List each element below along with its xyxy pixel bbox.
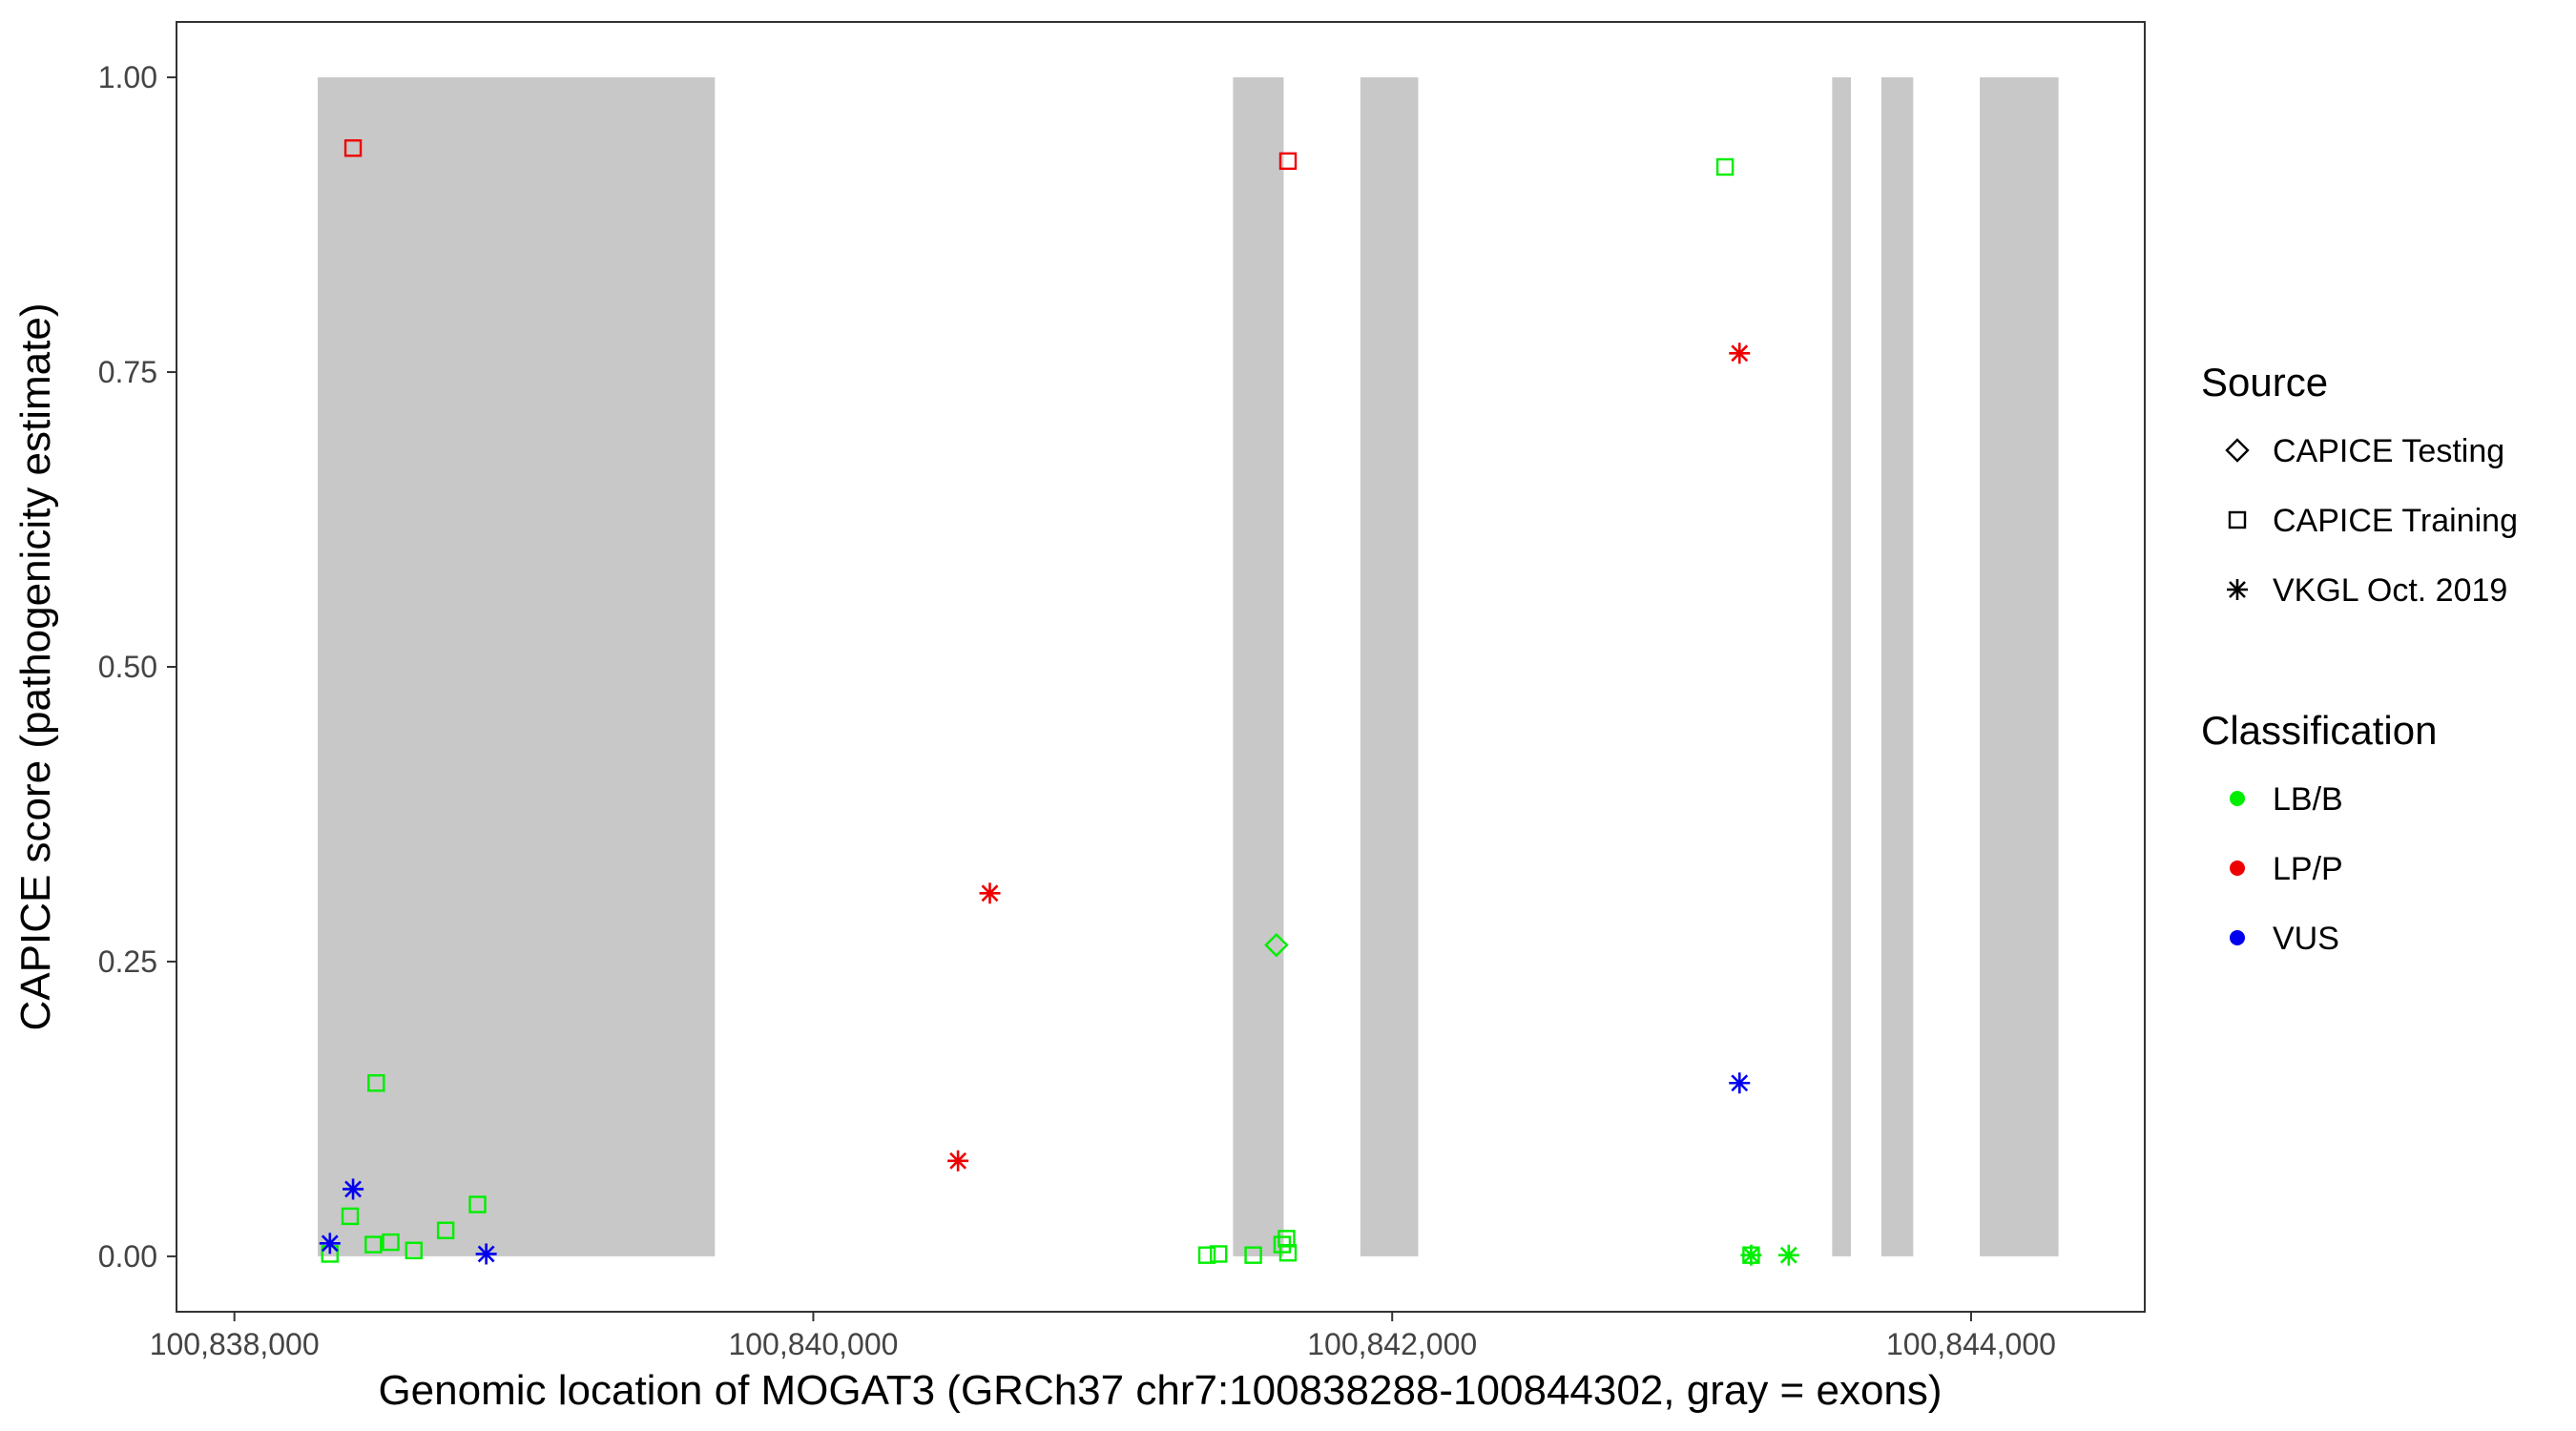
y-tick-label: 1.00 — [98, 60, 157, 94]
legend-source-label-testing: CAPICE Testing — [2273, 433, 2504, 469]
y-tick-label: 0.25 — [98, 944, 157, 979]
data-point — [475, 1243, 497, 1265]
data-point — [1729, 342, 1751, 364]
legend-source-icon — [2227, 579, 2248, 600]
x-axis: 100,838,000 100,840,000 100,842,000 100,844… — [150, 1312, 2056, 1361]
data-point — [319, 1233, 341, 1255]
exon-region — [1980, 77, 2059, 1256]
data-point — [341, 1207, 360, 1226]
data-point — [436, 1221, 455, 1239]
legend-source-label-training: CAPICE Training — [2273, 503, 2518, 539]
data-point — [1197, 1246, 1216, 1264]
legend-class-dot — [2230, 930, 2245, 945]
x-tick-label: 100,842,000 — [1307, 1327, 1477, 1361]
legend-source-label-vkgl: VKGL Oct. 2019 — [2273, 572, 2507, 609]
legend-class-label-vus: VUS — [2273, 921, 2339, 957]
legend-source-icon — [2228, 510, 2247, 529]
legend-class-dot — [2230, 791, 2245, 806]
data-point — [947, 1150, 969, 1172]
legend: Source CAPICE Testing CAPICE Training VK… — [2201, 360, 2518, 957]
legend-source-icons — [2225, 438, 2250, 600]
y-tick-label: 0.50 — [98, 650, 157, 684]
y-tick-label: 0.75 — [98, 355, 157, 389]
x-tick-label: 100,838,000 — [150, 1327, 320, 1361]
legend-classification-title: Classification — [2201, 708, 2437, 753]
legend-class-dot — [2230, 861, 2245, 876]
data-point — [1278, 1244, 1298, 1262]
data-point — [1729, 1072, 1751, 1094]
legend-class-icons — [2230, 791, 2245, 945]
x-tick-label: 100,844,000 — [1886, 1327, 2056, 1361]
data-point — [382, 1233, 400, 1252]
data-point — [343, 1178, 364, 1200]
x-axis-title: Genomic location of MOGAT3 (GRCh37 chr7:… — [378, 1367, 1942, 1414]
data-point — [364, 1235, 383, 1254]
exon-region — [1233, 77, 1284, 1256]
data-point — [1777, 1244, 1799, 1266]
y-tick-label: 0.00 — [98, 1239, 157, 1274]
data-point — [343, 139, 363, 157]
data-point — [1278, 152, 1298, 171]
data-point — [1209, 1245, 1228, 1263]
y-axis: 0.00 0.25 0.50 0.75 1.00 — [98, 60, 177, 1274]
legend-source-title: Source — [2201, 360, 2328, 404]
data-point — [1244, 1246, 1262, 1264]
exon-layer — [318, 77, 2059, 1256]
x-tick-label: 100,840,000 — [728, 1327, 898, 1361]
data-point — [979, 882, 1001, 904]
exon-region — [1360, 77, 1419, 1256]
data-point — [468, 1195, 487, 1213]
legend-source-icon — [2225, 438, 2250, 463]
data-point — [1264, 932, 1289, 958]
exon-region — [318, 77, 716, 1256]
data-point — [405, 1241, 423, 1259]
exon-region — [1880, 77, 1914, 1256]
y-axis-title: CAPICE score (pathogenicity estimate) — [12, 303, 59, 1031]
legend-class-label-lbb: LB/B — [2273, 781, 2343, 818]
legend-class-label-lpp: LP/P — [2273, 851, 2343, 887]
data-point — [1740, 1244, 1762, 1266]
exon-region — [1832, 77, 1852, 1256]
point-layer — [319, 139, 1799, 1266]
data-point — [367, 1074, 385, 1092]
data-point — [1715, 157, 1735, 176]
